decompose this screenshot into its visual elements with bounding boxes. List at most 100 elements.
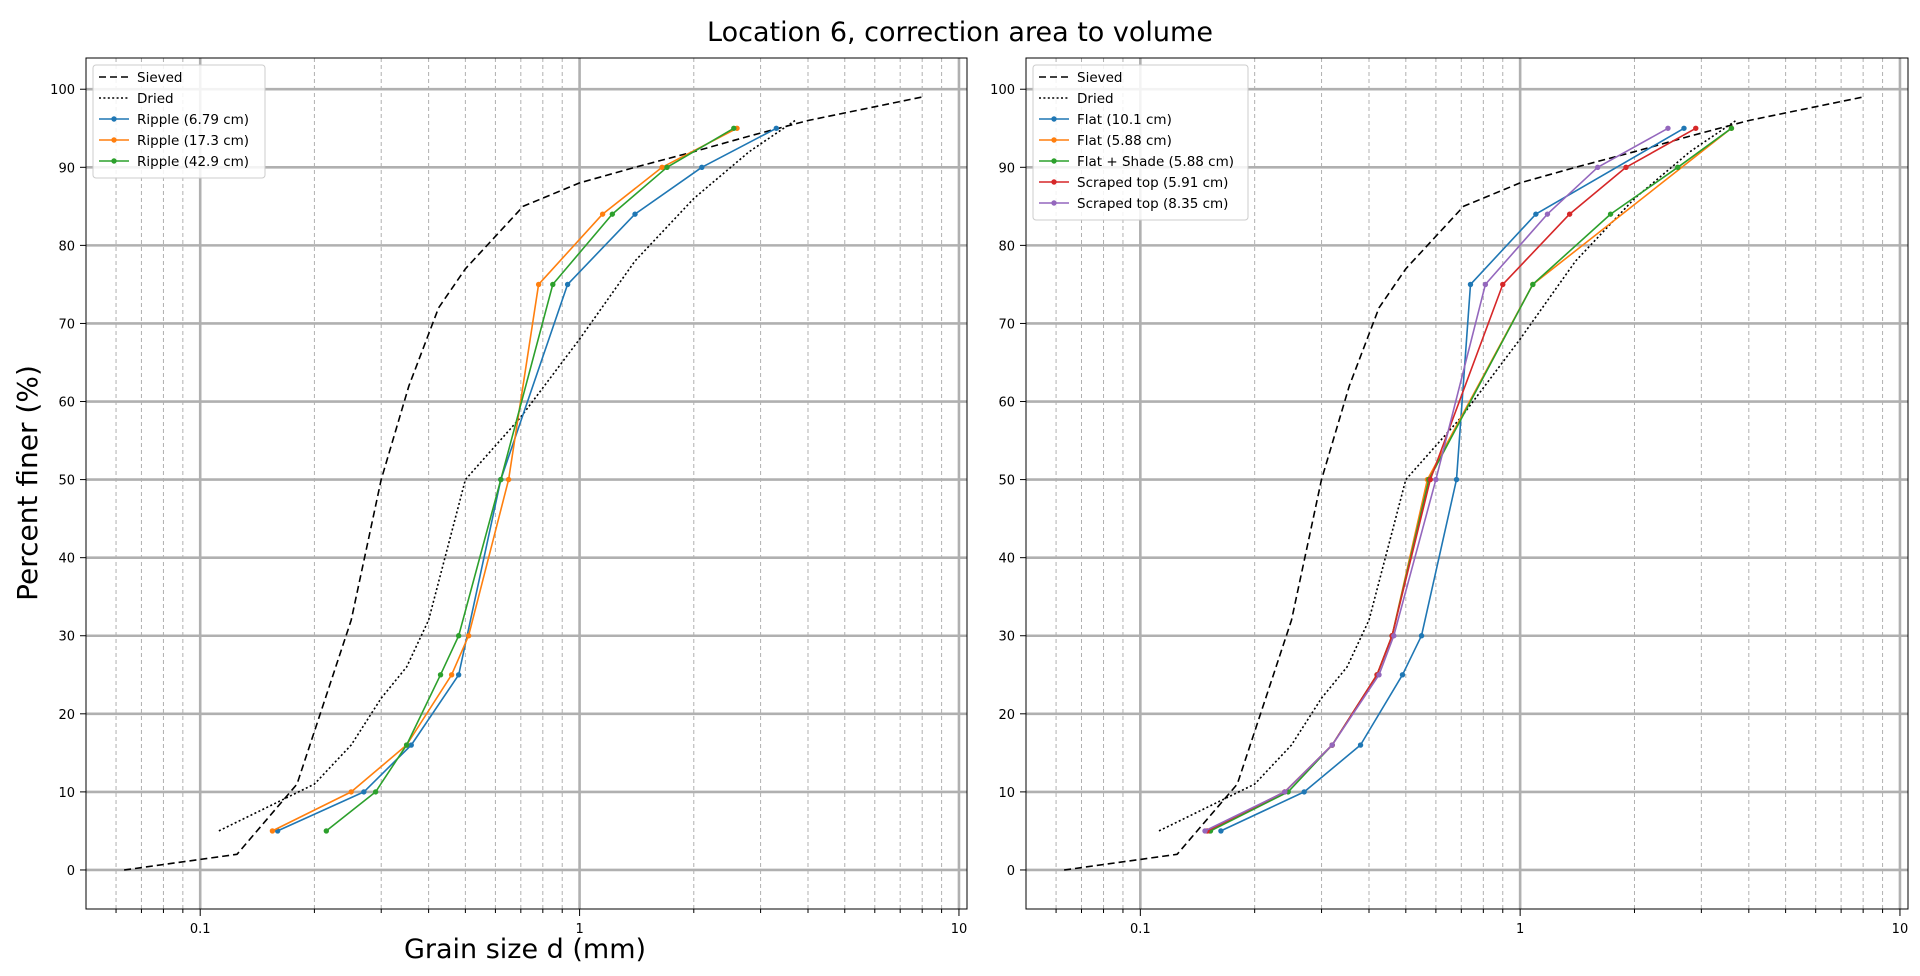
y-tick-label: 60 [58, 396, 75, 411]
series-sieved-line [124, 97, 922, 870]
series-scraped-top-8-35-cm-point [1202, 828, 1207, 833]
y-tick-label: 0 [1007, 864, 1015, 879]
y-tick-label: 30 [58, 630, 75, 645]
x-axis-label: Grain size d (mm) [404, 934, 646, 965]
series-ripple-17-3-cm-point [270, 828, 275, 833]
series-scraped-top-5-91-cm-point [1428, 477, 1433, 482]
series-ripple-17-3-cm-point [536, 282, 541, 287]
legend-marker [1051, 158, 1056, 163]
series-ripple-42-9-cm-point [550, 282, 555, 287]
y-tick-label: 90 [998, 161, 1015, 176]
legend-label: Flat (5.88 cm) [1077, 133, 1172, 149]
y-tick-label: 0 [67, 864, 75, 879]
y-axis-label: Percent finer (%) [11, 365, 44, 601]
legend-label: Sieved [137, 70, 183, 86]
y-tick-label: 80 [998, 239, 1015, 254]
figure-title: Location 6, correction area to volume [707, 17, 1213, 48]
x-tick-label: 1 [575, 922, 583, 937]
y-tick-label: 100 [50, 83, 75, 98]
x-tick-label: 10 [1892, 922, 1909, 937]
y-tick-label: 10 [998, 786, 1015, 801]
legend-marker [1051, 200, 1056, 205]
x-tick-label: 10 [951, 922, 968, 937]
legend: Sieved Dried Ripple (6.79 cm) Ripple (17.3 … [93, 65, 265, 178]
series-ripple-6-79-cm-point [361, 789, 366, 794]
series-ripple-17-3-cm-point [600, 211, 605, 216]
y-tick-label: 60 [998, 396, 1015, 411]
y-tick-label: 40 [58, 552, 75, 567]
series-scraped-top-8-35-cm-point [1329, 742, 1334, 747]
series-ripple-6-79-cm-point [565, 282, 570, 287]
x-tick-label: 0.1 [1130, 922, 1151, 937]
series-flat-10-1-cm-point [1468, 282, 1473, 287]
series-ripple-42-9-cm-point [456, 633, 461, 638]
series-scraped-top-8-35-cm-point [1665, 126, 1670, 131]
legend-marker [111, 116, 116, 121]
y-tick-label: 20 [998, 708, 1015, 723]
series-flat-10-1-cm-point [1400, 672, 1405, 677]
series-flat-shade-5-88-cm-point [1729, 126, 1734, 131]
legend-marker [111, 158, 116, 163]
legend-label: Ripple (42.9 cm) [137, 154, 249, 170]
series-ripple-42-9-cm-point [438, 672, 443, 677]
y-tick-label: 100 [990, 83, 1015, 98]
y-tick-label: 70 [998, 317, 1015, 332]
series-scraped-top-8-35-cm-point [1595, 165, 1600, 170]
y-tick-label: 30 [998, 630, 1015, 645]
y-tick-label: 50 [58, 474, 75, 489]
y-tick-label: 80 [58, 239, 75, 254]
series-ripple-6-79-cm-point [774, 126, 779, 131]
series-scraped-top-8-35-cm-point [1391, 633, 1396, 638]
series-scraped-top-8-35-cm-point [1376, 672, 1381, 677]
series-scraped-top-5-91-cm-point [1500, 282, 1505, 287]
y-tick-label: 20 [58, 708, 75, 723]
series-flat-10-1-cm-point [1454, 477, 1459, 482]
y-tick-label: 10 [58, 786, 75, 801]
series-flat-shade-5-88-cm-point [1608, 211, 1613, 216]
legend: Sieved Dried Flat (10.1 cm) Flat (5.88 cm) F… [1033, 65, 1248, 220]
series-dried-line [219, 121, 795, 831]
series-ripple-6-79-cm-point [456, 672, 461, 677]
y-tick-label: 50 [998, 474, 1015, 489]
legend-label: Ripple (6.79 cm) [137, 112, 249, 128]
legend-marker [1051, 116, 1056, 121]
y-tick-label: 90 [58, 161, 75, 176]
x-tick-label: 0.1 [190, 922, 211, 937]
left-panel: 0.1 1 100102030405060708090100SievedDriedR… [50, 58, 967, 937]
y-tick-label: 40 [998, 552, 1015, 567]
series-flat-shade-5-88-cm-point [1530, 282, 1535, 287]
legend-label: Dried [1077, 91, 1114, 107]
series-ripple-42-9-cm-point [664, 165, 669, 170]
series-scraped-top-5-91-cm-point [1623, 165, 1628, 170]
legend-label: Scraped top (5.91 cm) [1077, 175, 1228, 191]
series-ripple-6-79-cm-point [409, 742, 414, 747]
legend-label: Flat + Shade (5.88 cm) [1077, 154, 1234, 170]
series-flat-10-1-cm-point [1301, 789, 1306, 794]
legend-label: Sieved [1077, 70, 1123, 86]
legend-marker [111, 137, 116, 142]
series-flat-10-1-cm-point [1419, 633, 1424, 638]
series-scraped-top-5-91-cm-point [1693, 126, 1698, 131]
legend-label: Scraped top (8.35 cm) [1077, 196, 1228, 212]
series-flat-10-1-cm-point [1358, 742, 1363, 747]
series-ripple-42-9-cm-point [373, 789, 378, 794]
x-tick-label: 1 [1516, 922, 1524, 937]
legend-marker [1051, 179, 1056, 184]
series-ripple-17-3-cm-point [449, 672, 454, 677]
series-scraped-top-8-35-cm-point [1483, 282, 1488, 287]
series-flat-10-1-cm-point [1681, 126, 1686, 131]
series-scraped-top-8-35-cm-point [1433, 477, 1438, 482]
series-ripple-42-9-cm-point [731, 126, 736, 131]
series-scraped-top-8-35-cm-point [1545, 211, 1550, 216]
series-scraped-top-5-91-cm-point [1567, 211, 1572, 216]
series-flat-shade-5-88-cm-point [1675, 165, 1680, 170]
series-flat-10-1-cm-point [1533, 211, 1538, 216]
legend-label: Flat (10.1 cm) [1077, 112, 1172, 128]
legend-label: Dried [137, 91, 174, 107]
series-flat-10-1-cm-point [1218, 828, 1223, 833]
series-ripple-17-3-cm-point [466, 633, 471, 638]
series-ripple-17-3-cm-point [348, 789, 353, 794]
series-ripple-42-9-cm-point [610, 211, 615, 216]
y-tick-label: 70 [58, 317, 75, 332]
